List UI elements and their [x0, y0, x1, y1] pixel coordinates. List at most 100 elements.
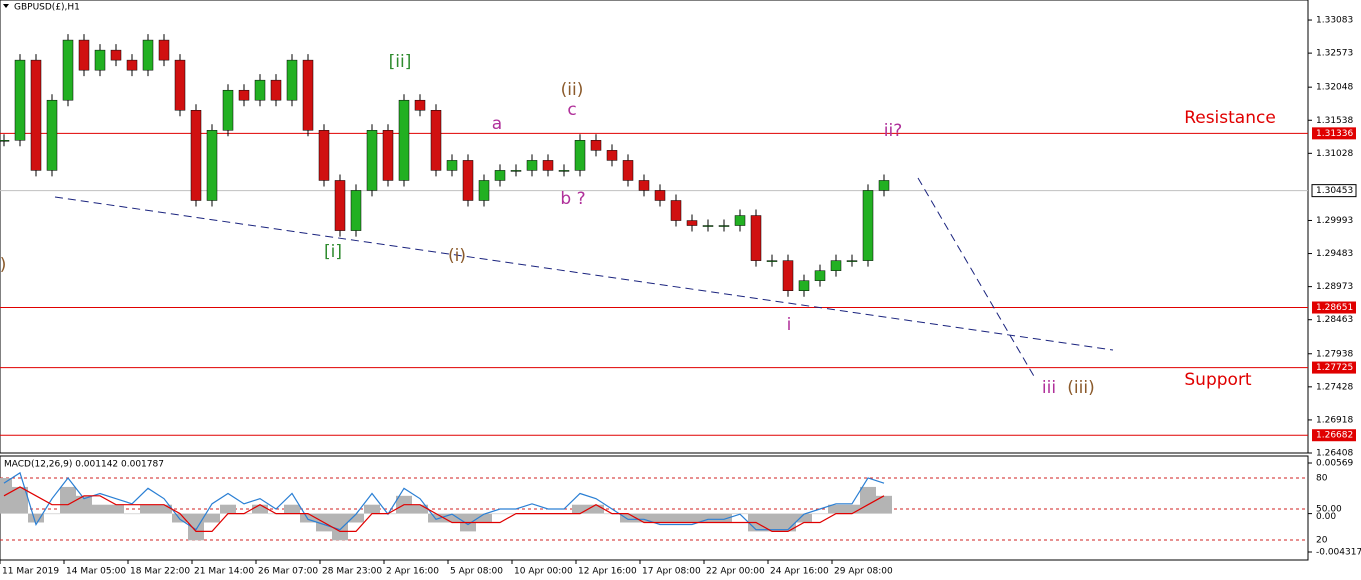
histogram-bar: [12, 486, 28, 514]
histogram-bar: [140, 504, 156, 514]
price-tag: [1311, 184, 1357, 198]
x-tick-label: 14 Mar 05:00: [66, 567, 126, 577]
candle: [302, 59, 314, 131]
x-tick-label: 17 Apr 08:00: [642, 567, 701, 577]
candle: [766, 260, 778, 262]
candle: [862, 190, 874, 261]
annotation: (iii): [1067, 378, 1094, 398]
candle: [30, 59, 42, 171]
histogram-bar: [284, 504, 300, 514]
menu-arrow: [3, 4, 9, 8]
candle: [798, 280, 810, 291]
candle: [350, 190, 362, 231]
y-tick-label: 1.26918: [1316, 415, 1353, 425]
candle: [558, 170, 570, 172]
level-tag: [1312, 429, 1356, 442]
candle: [78, 39, 90, 71]
candle: [382, 130, 394, 181]
x-tick-label: 28 Mar 23:00: [322, 567, 382, 577]
x-tick-label: 26 Mar 07:00: [258, 567, 318, 577]
histogram-bar: [876, 495, 892, 514]
candle: [254, 79, 266, 101]
histogram-bar: [844, 504, 860, 514]
candle: [222, 89, 234, 131]
y-tick-label: 1.29993: [1316, 216, 1353, 226]
annotation: ): [0, 255, 6, 275]
histogram-bar: [220, 504, 236, 514]
level-tag: [1312, 301, 1356, 314]
indicator-tick-label: 0.00: [1316, 512, 1336, 522]
candle: [510, 170, 522, 172]
candle: [270, 79, 282, 101]
level-tag: [1312, 361, 1356, 374]
x-tick-label: 18 Mar 22:00: [130, 567, 190, 577]
histogram-bar: [124, 513, 140, 515]
y-tick-label: 1.33083: [1316, 16, 1353, 26]
candle: [414, 99, 426, 111]
histogram-bar: [588, 504, 604, 514]
x-tick-label: 2 Apr 16:00: [386, 567, 439, 577]
candle: [830, 260, 842, 271]
candle: [734, 215, 746, 226]
histogram-bar: [300, 513, 316, 523]
histogram-bar: [204, 513, 220, 523]
candle: [46, 99, 58, 171]
histogram-bar: [252, 504, 268, 514]
histogram-bar: [796, 513, 812, 523]
histogram-bar: [364, 504, 380, 514]
histogram-bar: [188, 513, 204, 541]
candle: [334, 180, 346, 231]
histogram-bar: [0, 478, 12, 514]
y-tick-label: 1.29483: [1316, 249, 1353, 259]
candle: [110, 49, 122, 61]
candle: [142, 39, 154, 71]
candle: [126, 59, 138, 71]
y-tick-label: 1.31538: [1316, 116, 1353, 126]
x-tick-label: 21 Mar 14:00: [194, 567, 254, 577]
histogram-bar: [780, 513, 796, 532]
candle: [638, 180, 650, 191]
annotation: iii: [1042, 378, 1056, 398]
candle: [590, 140, 602, 151]
candle: [158, 39, 170, 61]
indicator-title: MACD(12,26,9) 0.001142 0.001787: [4, 460, 164, 470]
annotation: (ii): [561, 80, 584, 100]
candle: [654, 190, 666, 201]
histogram-bar: [620, 513, 636, 523]
candle: [0, 140, 10, 142]
candle: [574, 140, 586, 171]
histogram-bar: [444, 513, 460, 523]
histogram-bar: [860, 486, 876, 514]
annotation: [ii]: [389, 52, 412, 72]
oscillator-tick-label: 50.00: [1316, 504, 1342, 514]
annotation: [i]: [324, 242, 342, 262]
histogram-bar: [28, 513, 44, 523]
histogram-bar: [76, 495, 92, 514]
indicator-tick-label: 0.00569: [1316, 459, 1353, 469]
candle: [366, 130, 378, 191]
y-tick-label: 1.28463: [1316, 315, 1353, 325]
indicator-panel: [0, 455, 1309, 561]
candle: [814, 270, 826, 281]
x-tick-label: 24 Apr 16:00: [770, 567, 829, 577]
level-label: 1.28651: [1316, 303, 1353, 313]
support-label: Support: [1184, 370, 1252, 390]
candle: [606, 150, 618, 161]
y-tick-label: 1.27938: [1316, 349, 1353, 359]
candle: [190, 110, 202, 201]
histogram-bar: [636, 513, 652, 523]
candle: [94, 49, 106, 71]
candle: [462, 160, 474, 201]
candle: [318, 130, 330, 181]
candle: [494, 170, 506, 181]
candle: [430, 110, 442, 171]
candle: [398, 99, 410, 181]
annotation: ii?: [884, 121, 902, 141]
candle: [62, 39, 74, 101]
histogram-bar: [572, 504, 588, 514]
candle: [174, 59, 186, 111]
level-tag: [1312, 127, 1356, 140]
annotation: a: [492, 114, 502, 134]
histogram-bar: [92, 504, 108, 514]
